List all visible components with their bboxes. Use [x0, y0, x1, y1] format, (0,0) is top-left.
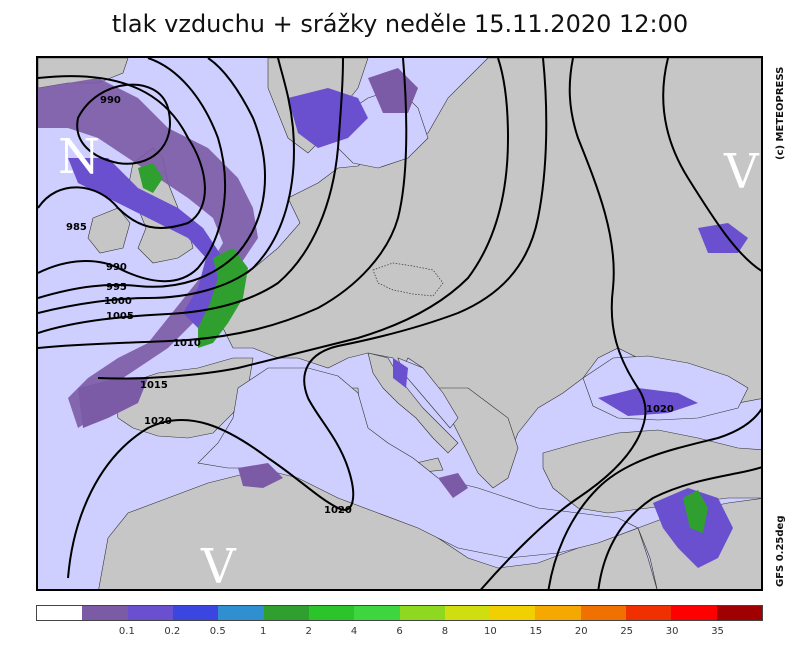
pressure-label-1015: 1015	[140, 380, 168, 391]
pressure-label-1020-south: 1020	[324, 505, 352, 516]
legend-swatch	[354, 606, 400, 620]
precip-scandinavia	[288, 88, 368, 148]
pressure-label-1010: 1010	[173, 338, 201, 349]
legend-label: 10	[484, 626, 497, 637]
legend-swatch	[490, 606, 536, 620]
pressure-label-1005: 1005	[106, 311, 134, 322]
precip-greece	[438, 473, 468, 498]
legend-swatch	[218, 606, 264, 620]
isobar-990-inner	[76, 83, 171, 165]
precip-green-uk	[138, 163, 163, 193]
legend-swatch	[127, 606, 173, 620]
legend-swatch	[580, 606, 627, 620]
isobar-985	[38, 75, 206, 229]
map-svg: 990 985 990 995 1000 1005 1010 1015 1020…	[38, 58, 761, 591]
pressure-label-990: 990	[106, 262, 127, 273]
weather-map: 990 985 990 995 1000 1005 1010 1015 1020…	[36, 56, 763, 591]
precip-middle-east-core	[683, 490, 708, 533]
legend-label: 2	[305, 626, 312, 637]
legend-label: 0.5	[209, 626, 226, 637]
pressure-label-1020-west: 1020	[144, 416, 172, 427]
high-pressure-center-east: V	[723, 144, 760, 200]
isobar-1020-east	[480, 58, 647, 589]
legend-label: 35	[711, 626, 724, 637]
model-label: GFS 0.25deg	[775, 515, 786, 588]
legend-swatch	[626, 606, 672, 620]
legend-swatch	[37, 606, 83, 620]
isobar-1010	[38, 58, 408, 349]
isobars	[38, 58, 761, 589]
pressure-label-990-top: 990	[100, 95, 121, 106]
isobar-990	[38, 58, 227, 283]
copyright-label: (c) METEOPRESS	[775, 66, 786, 160]
high-pressure-center-south: V	[200, 539, 237, 591]
isobar-se-loop	[597, 466, 761, 589]
legend-swatch	[716, 606, 762, 620]
legend-swatch	[82, 606, 128, 620]
precip-black-sea	[598, 388, 698, 416]
legend-label: 4	[350, 626, 358, 637]
pressure-label-1000: 1000	[104, 296, 132, 307]
legend-swatch	[444, 606, 491, 620]
legend-label: 20	[574, 626, 588, 637]
legend-label: 1	[260, 626, 267, 637]
precip-mediterranean	[238, 463, 283, 488]
legend-label: 25	[620, 626, 634, 637]
legend-label: 30	[665, 626, 679, 637]
isobar-1000	[38, 58, 295, 314]
legend-swatch	[399, 606, 445, 620]
precipitation	[38, 68, 748, 568]
precip-green-band	[198, 248, 248, 348]
legend-labels: 0.1 0.2 0.5 1 2 4 6 8 10 15 20 25 30 35	[36, 626, 763, 642]
isobar-labels: 990 985 990 995 1000 1005 1010 1015 1020…	[66, 95, 674, 516]
legend-label: 0.1	[118, 626, 135, 637]
legend-swatch	[308, 606, 355, 620]
legend-label: 6	[396, 626, 403, 637]
legend-swatch	[263, 606, 309, 620]
isobar-1005	[38, 58, 344, 334]
balkans	[437, 387, 519, 489]
legend-label: 8	[441, 626, 449, 637]
precip-italy	[393, 358, 408, 388]
anatolia	[542, 429, 761, 514]
pressure-label-985: 985	[66, 222, 87, 233]
legend-swatch	[172, 606, 219, 620]
adriatic-sea	[397, 357, 459, 429]
precipitation-legend	[36, 605, 763, 621]
isobar-1015	[97, 58, 510, 380]
precip-atlantic-band	[38, 78, 258, 428]
legend-label: 0.2	[164, 626, 181, 637]
legend-swatch	[671, 606, 717, 620]
legend-swatch	[535, 606, 581, 620]
isobar-1020-west	[67, 58, 548, 579]
czech-border	[372, 262, 444, 297]
map-title: tlak vzduchu + srážky neděle 15.11.2020 …	[111, 10, 689, 38]
precip-iberia	[78, 378, 148, 428]
pressure-label-995: 995	[106, 282, 127, 293]
low-pressure-center: N	[58, 129, 100, 185]
isobar-high-east	[662, 58, 761, 272]
legend-label: 15	[529, 626, 543, 637]
isobar-995	[38, 58, 266, 299]
isobar-1020-se	[547, 408, 761, 589]
pressure-label-1020-east: 1020	[646, 404, 674, 415]
